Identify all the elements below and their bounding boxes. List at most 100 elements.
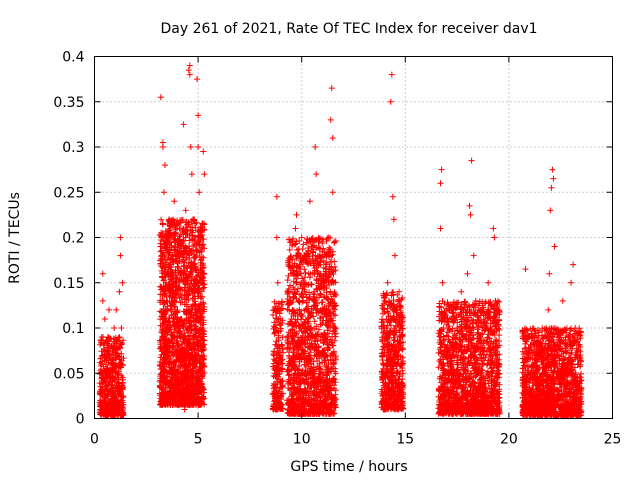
data-point (270, 348, 277, 355)
data-point (115, 334, 122, 341)
data-point (158, 216, 165, 223)
data-point (379, 319, 386, 326)
data-point (184, 265, 191, 272)
data-point (164, 256, 171, 263)
data-point (110, 335, 117, 342)
data-point (104, 393, 111, 400)
data-point (101, 346, 108, 353)
data-point (96, 390, 103, 397)
data-point (302, 269, 309, 276)
data-point (118, 382, 125, 389)
data-point (103, 337, 110, 344)
data-point (115, 412, 122, 419)
data-point (99, 374, 106, 381)
data-point (195, 228, 202, 235)
data-point (173, 257, 180, 264)
data-point (165, 226, 172, 233)
data-point (306, 274, 313, 281)
data-point (159, 221, 166, 228)
data-point (324, 235, 331, 242)
data-point (180, 267, 187, 274)
data-point (98, 348, 105, 355)
data-point (189, 269, 196, 276)
data-point (101, 394, 108, 401)
data-point (179, 345, 186, 352)
data-point (98, 339, 105, 346)
data-point (177, 231, 184, 238)
data-point (308, 281, 315, 288)
data-point (110, 384, 117, 391)
data-point (197, 224, 204, 231)
data-point (286, 259, 293, 266)
data-point (96, 380, 103, 387)
data-point (118, 401, 125, 408)
data-point (104, 348, 111, 355)
data-point (163, 355, 170, 362)
data-point (113, 407, 120, 414)
data-point (107, 373, 114, 380)
data-point (200, 284, 207, 291)
data-point (186, 335, 193, 342)
data-point (175, 252, 182, 259)
data-point (163, 294, 170, 301)
data-point (115, 353, 122, 360)
data-points (96, 62, 585, 419)
data-point (106, 378, 113, 385)
data-point (109, 407, 116, 414)
data-point (100, 378, 107, 385)
data-point (161, 264, 168, 271)
data-point (113, 338, 120, 345)
data-point (120, 337, 127, 344)
data-point (97, 411, 104, 418)
x-axis-label: GPS time / hours (290, 459, 407, 475)
y-axis-label: ROTI / TECUs (7, 192, 23, 284)
data-point (167, 239, 174, 246)
data-point (193, 327, 200, 334)
data-point (113, 347, 120, 354)
data-point (183, 251, 190, 258)
chart-title: Day 261 of 2021, Rate Of TEC Index for r… (160, 21, 537, 37)
data-point (118, 341, 125, 348)
data-point (112, 410, 119, 417)
data-point (187, 280, 194, 287)
data-point (118, 392, 125, 399)
data-point (119, 407, 126, 414)
data-point (188, 228, 195, 235)
data-point (180, 237, 187, 244)
data-point (104, 382, 111, 389)
data-point (109, 368, 116, 375)
data-point (186, 332, 193, 339)
data-point (103, 355, 110, 362)
data-point (156, 378, 163, 385)
data-point (101, 401, 108, 408)
data-point (177, 299, 184, 306)
data-point (175, 374, 182, 381)
data-point (284, 277, 291, 284)
data-point (109, 412, 116, 419)
data-point (119, 361, 126, 368)
data-point (97, 355, 104, 362)
data-point (162, 357, 169, 364)
data-point (118, 350, 125, 357)
data-point (108, 356, 115, 363)
data-point (172, 304, 179, 311)
data-point (187, 351, 194, 358)
data-point (171, 381, 178, 388)
data-point (113, 363, 120, 370)
data-point (200, 236, 207, 243)
data-point (98, 402, 105, 409)
data-point (299, 246, 306, 253)
data-point (157, 358, 164, 365)
data-point (111, 393, 118, 400)
data-point (169, 339, 176, 346)
data-point (103, 340, 110, 347)
data-point (100, 363, 107, 370)
data-point (105, 344, 112, 351)
data-point (199, 375, 206, 382)
data-point (157, 354, 164, 361)
data-point (119, 379, 126, 386)
data-point (116, 383, 123, 390)
data-point (105, 359, 112, 366)
data-point (158, 267, 165, 274)
